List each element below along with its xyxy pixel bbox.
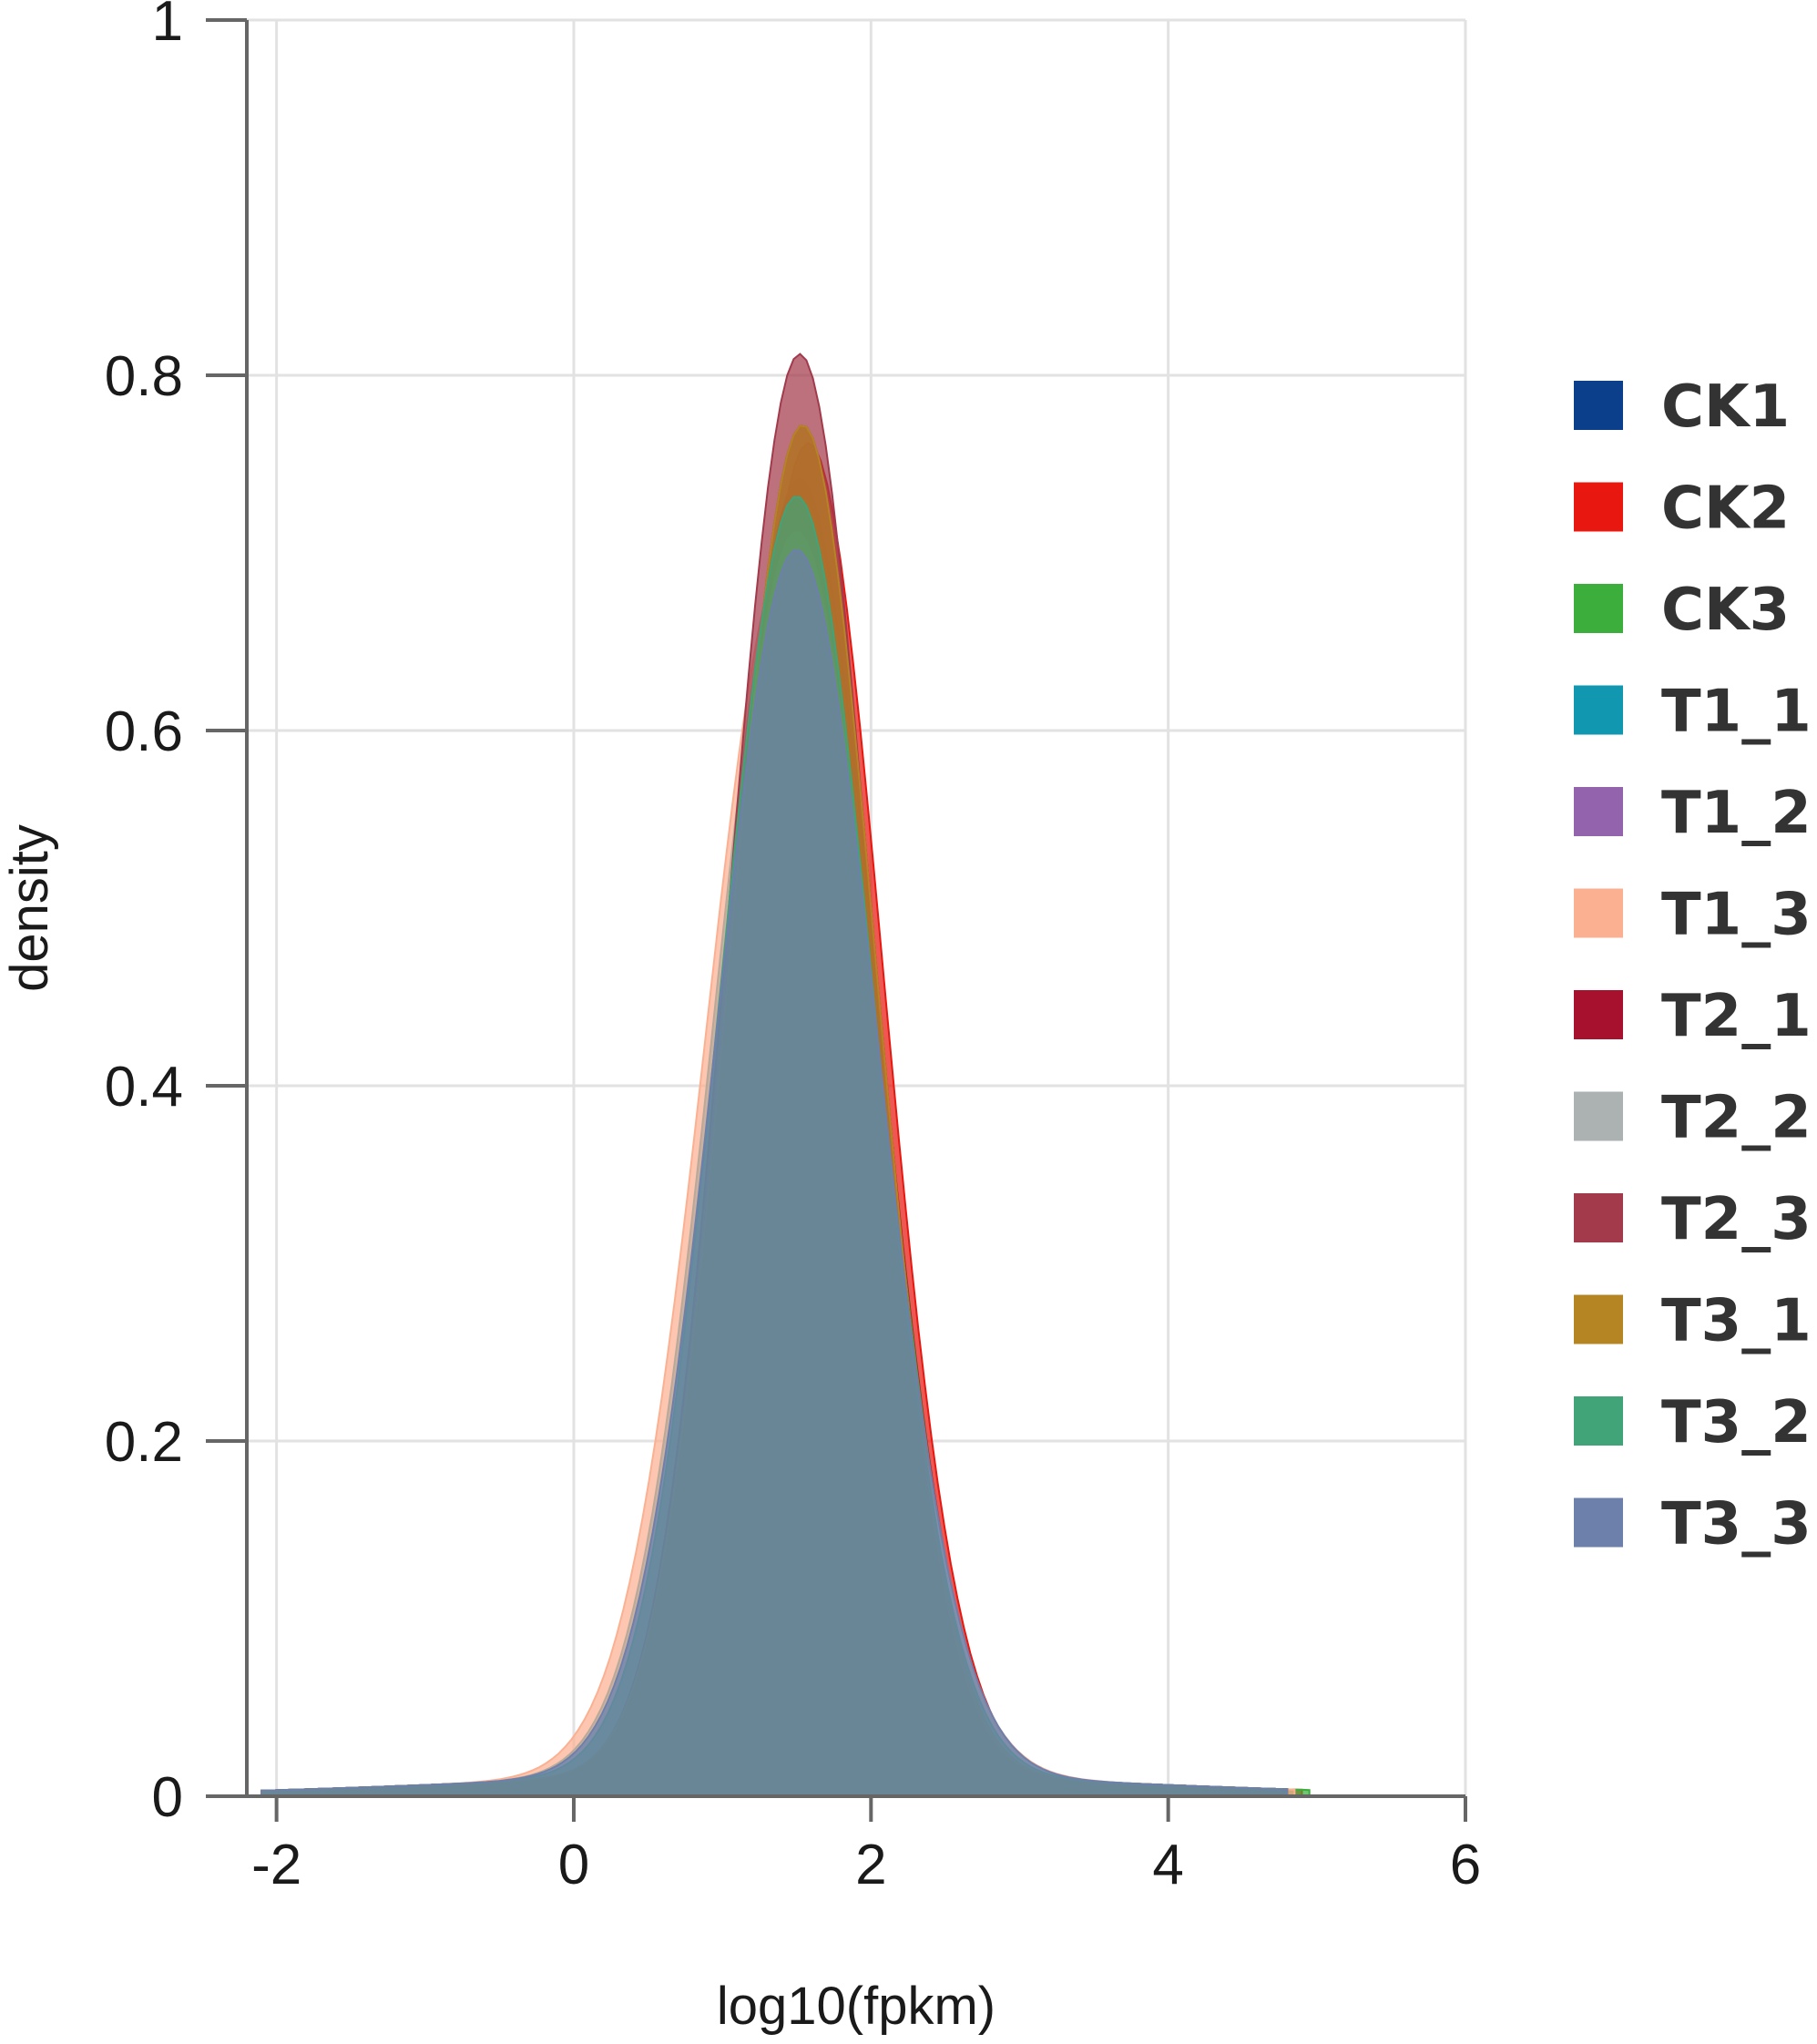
legend-label-t2-1: T2_1 [1661, 983, 1812, 1050]
legend-swatch-ck2 [1574, 482, 1623, 532]
legend-swatch-ck1 [1574, 381, 1623, 430]
x-axis-title: log10(fpkm) [717, 1977, 995, 2036]
x-tick-label-0: -2 [251, 1834, 301, 1896]
y-tick-label-2: 0.4 [105, 1056, 183, 1119]
legend-label-t3-1: T3_1 [1661, 1288, 1812, 1355]
legend-label-ck3: CK3 [1661, 577, 1790, 644]
legend-label-t2-3: T2_3 [1661, 1186, 1812, 1253]
legend-label-t2-2: T2_2 [1661, 1085, 1812, 1152]
y-tick-label-1: 0.2 [105, 1411, 183, 1474]
density-area-t3-3 [260, 549, 1289, 1797]
legend-swatch-t1-1 [1574, 685, 1623, 735]
legend-swatch-t3-1 [1574, 1294, 1623, 1344]
y-axis-title: density [0, 824, 59, 992]
legend-swatch-t2-1 [1574, 990, 1623, 1039]
x-tick-label-4: 6 [1450, 1834, 1481, 1896]
legend-label-t3-2: T3_2 [1661, 1389, 1812, 1456]
legend-label-t1-3: T1_3 [1661, 882, 1812, 949]
legend-label-t3-3: T3_3 [1661, 1491, 1812, 1559]
y-tick-label-4: 0.8 [105, 345, 183, 408]
legend-swatch-t3-3 [1574, 1497, 1623, 1548]
legend-label-t1-1: T1_1 [1661, 679, 1812, 746]
y-tick-label-5: 1 [152, 0, 183, 53]
axes: -2 0 2 4 6 0 0.2 0.4 0.6 0.8 1 [105, 0, 1481, 1896]
x-tick-label-2: 2 [855, 1834, 886, 1896]
x-tick-label-1: 0 [558, 1834, 589, 1896]
x-tick-label-3: 4 [1152, 1834, 1183, 1896]
legend: CK1 CK2 CK3 T1_1 T1_2 T1_3 T2_1 T2_2 T2_3 T3_1 T3_… [1574, 373, 1812, 1559]
legend-swatch-t1-3 [1574, 888, 1623, 938]
y-tick-label-3: 0.6 [105, 700, 183, 763]
legend-label-ck1: CK1 [1661, 373, 1790, 441]
legend-swatch-t2-2 [1574, 1091, 1623, 1141]
density-series-layer [260, 353, 1311, 1797]
legend-swatch-t3-2 [1574, 1396, 1623, 1446]
legend-swatch-ck3 [1574, 584, 1623, 633]
legend-label-ck2: CK2 [1661, 475, 1790, 543]
legend-swatch-t2-3 [1574, 1193, 1623, 1242]
legend-label-t1-2: T1_2 [1661, 780, 1812, 847]
y-tick-label-0: 0 [152, 1766, 183, 1829]
legend-swatch-t1-2 [1574, 787, 1623, 836]
